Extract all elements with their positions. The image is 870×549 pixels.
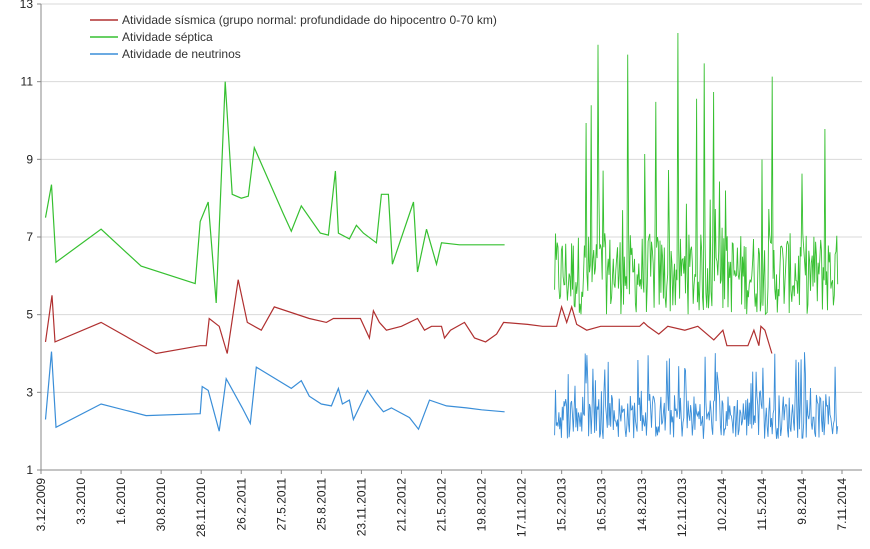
series-dense-2: [554, 352, 839, 439]
x-tick-labels: 3.12.2009 3.3.2010 1.6.2010 30.8.2010 28.11.…: [34, 470, 849, 537]
y-tick-label: 5: [26, 308, 33, 322]
x-tick-label: 25.8.2011: [314, 478, 328, 531]
series-lines: [44, 32, 839, 439]
x-tick-label: 9.8.2014: [795, 478, 809, 525]
series-line-1: [44, 81, 505, 304]
x-tick-label: 17.11.2012: [515, 478, 529, 537]
x-tick-label: 21.5.2012: [435, 478, 449, 532]
x-tick-label: 15.2.2013: [555, 478, 569, 532]
y-tick-label: 1: [26, 463, 33, 477]
x-tick-label: 16.5.2013: [595, 478, 609, 532]
y-tick-label: 7: [26, 230, 33, 244]
x-tick-label: 10.2.2014: [715, 478, 729, 532]
legend-label-septica: Atividade séptica: [122, 30, 213, 44]
y-tick-label: 3: [26, 385, 33, 399]
x-tick-label: 3.12.2009: [34, 478, 48, 532]
x-tick-label: 14.8.2013: [635, 478, 649, 532]
y-tick-label: 9: [26, 152, 33, 166]
x-tick-label: 3.3.2010: [74, 478, 88, 525]
series-line-2: [44, 351, 505, 432]
y-tick-label: 13: [20, 0, 34, 11]
x-tick-label: 12.11.2013: [675, 478, 689, 537]
x-tick-label: 23.11.2011: [354, 478, 368, 537]
series-dense-1: [554, 32, 839, 316]
x-tick-label: 19.8.2012: [475, 478, 489, 532]
x-tick-label: 1.6.2010: [114, 478, 128, 525]
legend-label-neutrinos: Atividade de neutrinos: [122, 47, 241, 61]
series-line-0: [44, 279, 773, 355]
legend-label-sismica: Atividade sísmica (grupo normal: profund…: [122, 13, 497, 27]
legend: Atividade sísmica (grupo normal: profund…: [90, 13, 497, 61]
x-tick-label: 26.2.2011: [234, 478, 248, 531]
y-tick-label: 11: [21, 75, 34, 89]
x-tick-label: 27.5.2011: [274, 478, 288, 531]
x-tick-label: 30.8.2010: [154, 478, 168, 532]
x-tick-label: 7.11.2014: [835, 478, 849, 531]
x-tick-label: 28.11.2010: [194, 478, 208, 537]
x-tick-label: 11.5.2014: [755, 478, 769, 531]
x-tick-label: 21.2.2012: [394, 478, 408, 532]
